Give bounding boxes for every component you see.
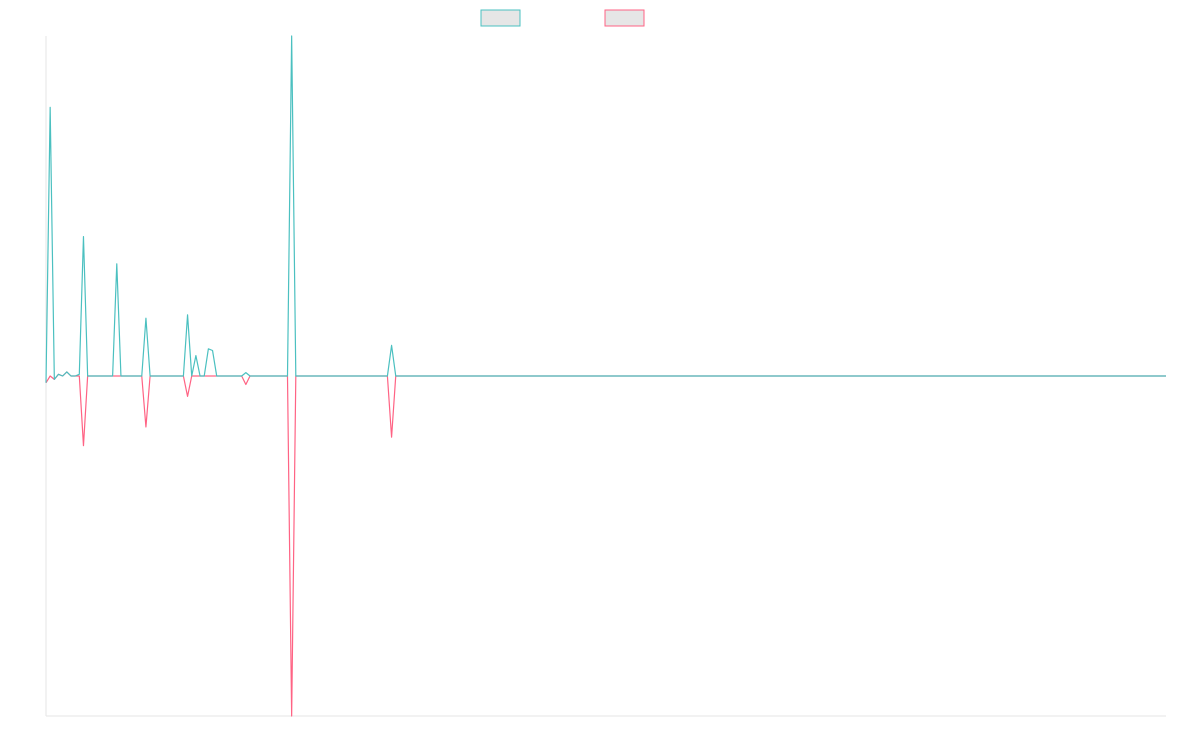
series-1-line	[45, 35, 1166, 383]
legend-series-2-swatch[interactable]	[604, 9, 645, 27]
legend-series-1-swatch[interactable]	[480, 9, 521, 27]
chart-legend	[480, 9, 645, 27]
plot-area	[45, 35, 1166, 717]
series-2-line	[45, 371, 1166, 717]
